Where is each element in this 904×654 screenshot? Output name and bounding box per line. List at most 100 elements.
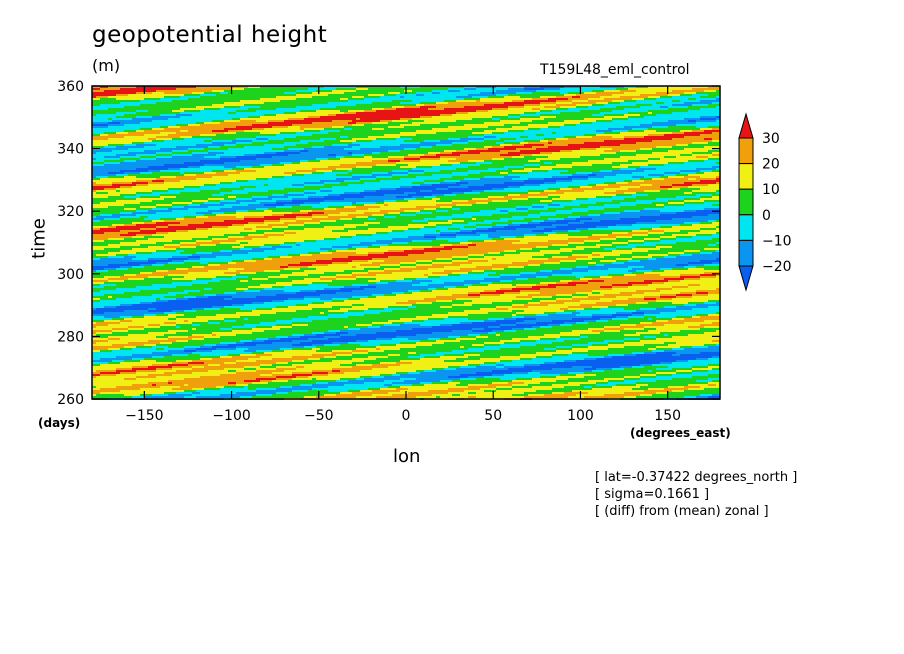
heatmap-cell	[388, 92, 392, 94]
heatmap-cell	[96, 104, 100, 106]
heatmap-cell	[168, 124, 172, 126]
heatmap-cell	[520, 100, 524, 102]
heatmap-cell	[612, 112, 616, 114]
heatmap-cell	[628, 120, 632, 122]
heatmap-cell	[120, 104, 124, 106]
heatmap-cell	[212, 106, 216, 108]
heatmap-cell	[312, 148, 316, 150]
heatmap-cell	[496, 94, 500, 96]
heatmap-cell	[336, 132, 340, 134]
heatmap-cell	[556, 110, 560, 112]
heatmap-cell	[416, 128, 420, 130]
heatmap-cell	[560, 144, 564, 146]
heatmap-cell	[128, 140, 132, 142]
heatmap-cell	[348, 116, 352, 118]
heatmap-cell	[692, 142, 696, 144]
heatmap-cell	[248, 128, 252, 130]
heatmap-cell	[348, 92, 352, 94]
heatmap-cell	[184, 92, 188, 94]
heatmap-cell	[264, 140, 268, 142]
heatmap-cell	[312, 104, 316, 106]
heatmap-cell	[320, 108, 324, 110]
heatmap-cell	[664, 122, 668, 124]
heatmap-cell	[236, 130, 240, 132]
heatmap-cell	[360, 130, 364, 132]
heatmap-cell	[412, 132, 416, 134]
heatmap-cell	[124, 140, 128, 142]
heatmap-cell	[696, 90, 700, 92]
heatmap-cell	[680, 116, 684, 118]
heatmap-cell	[624, 106, 628, 108]
heatmap-cell	[392, 120, 396, 122]
heatmap-cell	[332, 130, 336, 132]
heatmap-cell	[300, 94, 304, 96]
heatmap-cell	[272, 116, 276, 118]
heatmap-cell	[364, 110, 368, 112]
heatmap-cell	[468, 106, 472, 108]
heatmap-cell	[140, 100, 144, 102]
heatmap-cell	[356, 94, 360, 96]
heatmap-cell	[156, 106, 160, 108]
heatmap-cell	[496, 142, 500, 144]
heatmap-cell	[216, 92, 220, 94]
heatmap-cell	[104, 120, 108, 122]
heatmap-cell	[436, 130, 440, 132]
heatmap-cell	[480, 140, 484, 142]
heatmap-cell	[296, 136, 300, 138]
heatmap-cell	[628, 116, 632, 118]
heatmap-cell	[548, 100, 552, 102]
heatmap-cell	[616, 92, 620, 94]
heatmap-cell	[636, 112, 640, 114]
heatmap-cell	[412, 104, 416, 106]
heatmap-cell	[132, 122, 136, 124]
heatmap-cell	[420, 94, 424, 96]
heatmap-cell	[184, 138, 188, 140]
heatmap-cell	[276, 136, 280, 138]
heatmap-cell	[676, 100, 680, 102]
heatmap-cell	[304, 98, 308, 100]
heatmap-cell	[712, 126, 716, 128]
heatmap-cell	[484, 114, 488, 116]
heatmap-cell	[500, 136, 504, 138]
heatmap-cell	[172, 114, 176, 116]
heatmap-cell	[168, 134, 172, 136]
heatmap-cell	[648, 112, 652, 114]
heatmap-cell	[404, 146, 408, 148]
heatmap-cell	[632, 136, 636, 138]
heatmap-cell	[392, 98, 396, 100]
heatmap-cell	[260, 134, 264, 136]
heatmap-cell	[584, 136, 588, 138]
heatmap-cell	[216, 138, 220, 140]
heatmap-cell	[680, 130, 684, 132]
heatmap-cell	[616, 94, 620, 96]
heatmap-cell	[420, 108, 424, 110]
heatmap-cell	[664, 116, 668, 118]
heatmap-cell	[336, 98, 340, 100]
heatmap-cell	[164, 142, 168, 144]
heatmap-cell	[560, 118, 564, 120]
heatmap-cell	[148, 100, 152, 102]
heatmap-cell	[240, 92, 244, 94]
heatmap-cell	[200, 136, 204, 138]
heatmap-cell	[272, 108, 276, 110]
heatmap-cell	[512, 90, 516, 92]
heatmap-cell	[664, 120, 668, 122]
heatmap-cell	[428, 108, 432, 110]
heatmap-cell	[680, 136, 684, 138]
heatmap-cell	[704, 128, 708, 130]
heatmap-cell	[400, 110, 404, 112]
heatmap-cell	[356, 102, 360, 104]
heatmap-cell	[348, 144, 352, 146]
heatmap-cell	[132, 88, 136, 90]
heatmap-cell	[388, 98, 392, 100]
heatmap-cell	[648, 120, 652, 122]
heatmap-cell	[676, 90, 680, 92]
heatmap-cell	[564, 126, 568, 128]
heatmap-cell	[332, 142, 336, 144]
heatmap-cell	[232, 146, 236, 148]
heatmap-cell	[212, 136, 216, 138]
heatmap-cell	[464, 148, 468, 150]
heatmap-cell	[132, 118, 136, 120]
heatmap-cell	[208, 138, 212, 140]
heatmap-cell	[424, 126, 428, 128]
